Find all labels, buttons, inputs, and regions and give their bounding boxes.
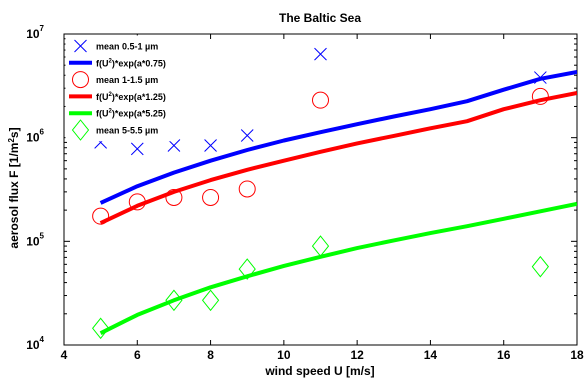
y-tick-label: 106 [26,128,44,145]
y-tick-label: 107 [26,24,44,41]
data-layer [92,47,577,340]
x-tick-label: 16 [497,348,511,362]
data-point-diamond [165,289,183,312]
y-axis-label: aerosol flux F [1/m2s] [7,127,22,248]
y-axis-label-end: s] [7,127,21,138]
data-point-x [534,71,547,84]
data-point-circle [312,91,329,109]
x-tick-label: 4 [61,348,68,362]
legend-swatch-marker [72,71,89,89]
series-line [99,70,577,205]
series-line [99,90,577,225]
legend-swatch-marker [71,119,90,141]
legend-label: f(U2)*exp(a*5.25) [96,109,166,119]
data-point-circle [92,207,110,225]
data-point-x [314,47,327,61]
data-point-circle [202,188,220,206]
data-point-x [167,139,181,152]
data-point-circle [128,193,146,211]
x-tick-label: 12 [350,348,364,362]
data-point-diamond [201,289,220,312]
data-point-diamond [92,317,110,340]
y-tick-label: 105 [26,231,44,248]
y-axis-label-sup: 2 [7,138,16,143]
legend-label: mean 0.5-1 µm [96,42,158,52]
x-tick-label: 10 [277,348,291,362]
data-point-diamond [238,258,256,280]
legend-label: mean 1-1.5 µm [96,75,158,85]
data-point-diamond [311,235,330,257]
chart-title: The Baltic Sea [279,11,361,25]
x-tick-label: 14 [424,348,438,362]
y-tick-label: 104 [26,335,44,352]
data-point-diamond [531,255,549,278]
legend-swatch-marker [74,39,87,53]
data-point-x [240,129,254,142]
data-point-circle [531,87,549,105]
x-tick-label: 6 [134,348,141,362]
legend-label: f(U2)*exp(a*0.75) [96,58,166,68]
data-point-circle [238,180,256,198]
x-tick-label: 8 [207,348,214,362]
x-axis-label: wind speed U [m/s] [264,364,374,378]
data-point-circle [165,188,183,206]
data-point-x [130,142,144,156]
legend: mean 0.5-1 µm f(U2)*exp(a*0.75) mean 1-1.5… [65,35,171,142]
legend-label: mean 5-5.5 µm [96,126,158,136]
x-tick-label: 18 [570,348,584,362]
y-axis-label-main: aerosol flux F [1/m [7,143,21,249]
legend-label: f(U2)*exp(a*1.25) [96,92,166,102]
data-point-x [204,139,217,152]
